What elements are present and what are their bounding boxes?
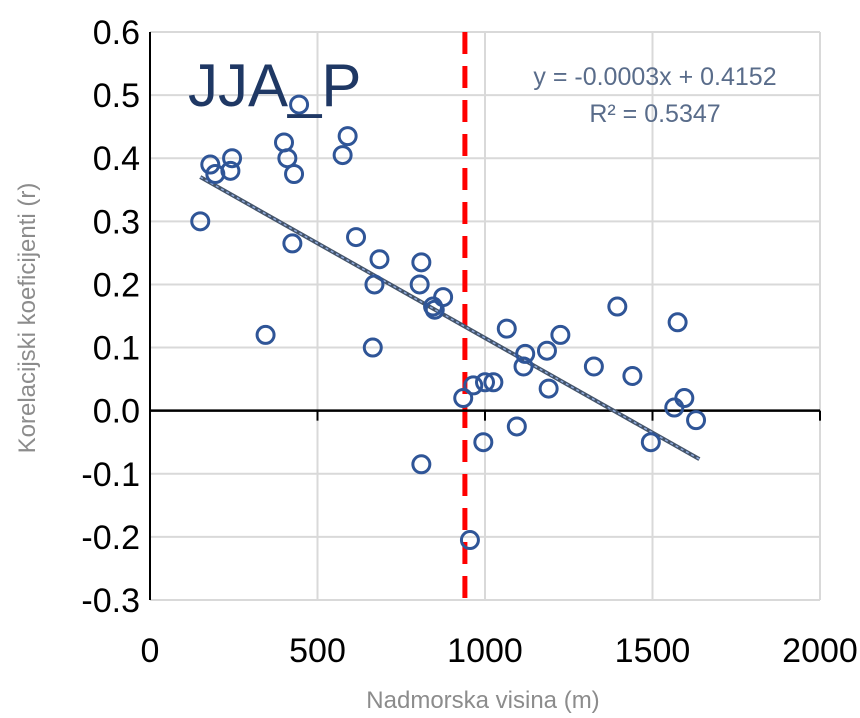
data-point xyxy=(220,160,241,181)
data-point xyxy=(200,154,221,175)
y-tick-label: 0.5 xyxy=(93,77,140,115)
data-point xyxy=(282,233,303,254)
y-tick-label: 0.2 xyxy=(93,266,140,304)
data-point xyxy=(622,365,643,386)
data-point xyxy=(473,432,494,453)
y-tick-label: 0.6 xyxy=(93,14,140,52)
data-point xyxy=(583,356,604,377)
y-tick-label: -0.3 xyxy=(81,582,140,620)
data-point xyxy=(284,164,305,184)
chart-title: JJA_P xyxy=(188,52,361,119)
x-axis-title: Nadmorska visina (m) xyxy=(366,687,599,714)
data-point xyxy=(274,132,294,153)
data-points xyxy=(190,94,707,551)
data-point xyxy=(332,145,353,166)
y-tick-label: 0.1 xyxy=(93,330,140,368)
y-tick-label: 0.0 xyxy=(93,393,140,431)
data-point xyxy=(362,337,383,358)
data-point xyxy=(686,410,707,431)
trendline-r-squared: R² = 0.5347 xyxy=(589,100,720,128)
data-point xyxy=(515,343,536,364)
data-point xyxy=(337,126,358,147)
data-point xyxy=(222,148,243,169)
data-point xyxy=(664,397,685,418)
data-point xyxy=(190,211,211,232)
x-tick-label: 500 xyxy=(289,632,346,670)
data-point xyxy=(483,372,504,393)
data-point xyxy=(536,340,557,361)
data-point xyxy=(369,249,390,270)
data-point xyxy=(289,94,310,115)
x-tick-label: 2000 xyxy=(782,632,858,670)
trendline xyxy=(199,175,701,461)
axes xyxy=(149,32,821,600)
trendline-layer xyxy=(199,175,701,461)
y-axis-title: Korelacijski koeficijenti (r) xyxy=(14,183,41,454)
data-point xyxy=(667,312,688,333)
data-point xyxy=(463,375,484,396)
data-point xyxy=(459,530,480,551)
data-point xyxy=(475,372,495,393)
data-point xyxy=(513,356,534,377)
x-tick-label: 1000 xyxy=(447,632,523,670)
y-tick-label: 0.3 xyxy=(93,203,140,241)
data-point xyxy=(364,274,385,295)
data-point xyxy=(411,454,432,475)
y-tick-label: 0.4 xyxy=(93,140,140,178)
trendline-equation: y = -0.0003x + 0.4152 xyxy=(533,63,776,91)
data-point xyxy=(453,388,474,409)
tick-labels: 0.6 0.5 0.4 0.3 0.2 0.1 0.0 -0.1 -0.2 -0.30 500 100… xyxy=(81,14,857,670)
data-point xyxy=(433,287,454,308)
x-tick-label: 1500 xyxy=(615,632,691,670)
data-point xyxy=(674,388,695,409)
data-point xyxy=(346,227,367,248)
y-tick-label: -0.2 xyxy=(81,519,140,557)
y-tick-label: -0.1 xyxy=(81,456,140,494)
data-point xyxy=(538,378,559,399)
data-point xyxy=(496,318,517,339)
data-point xyxy=(411,252,432,273)
x-tick-label: 0 xyxy=(141,632,160,670)
data-point xyxy=(607,296,628,317)
data-point xyxy=(255,324,276,345)
data-point xyxy=(550,324,571,345)
data-point xyxy=(409,274,430,295)
data-point xyxy=(640,432,661,453)
data-point xyxy=(506,416,527,437)
